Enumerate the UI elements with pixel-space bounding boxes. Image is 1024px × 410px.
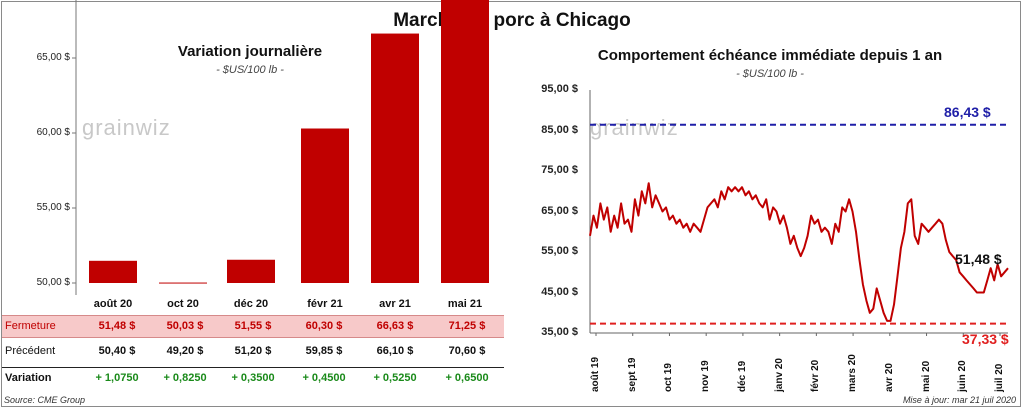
left-y-tick-label: 65,00 $ — [36, 52, 70, 63]
left-y-tick-label: 50,00 $ — [36, 277, 70, 288]
right-x-tick-label: févr 20 — [810, 359, 822, 392]
close-cell: 51,55 $ — [234, 320, 272, 332]
left-y-tick-label: 55,00 $ — [36, 202, 70, 213]
close-cell: 51,48 $ — [98, 320, 136, 332]
left-bar — [159, 282, 207, 284]
left-bar — [227, 259, 275, 283]
left-x-category-label: avr 21 — [379, 298, 411, 310]
right-y-tick-label: 55,00 $ — [541, 245, 578, 257]
right-y-tick-label: 45,00 $ — [541, 285, 578, 298]
right-x-tick-label: mars 20 — [847, 354, 859, 392]
left-bar — [301, 128, 349, 283]
close-cell: 50,03 $ — [166, 320, 204, 332]
left-bar — [441, 0, 489, 283]
right-unit: - $US/100 lb - — [736, 68, 804, 80]
right-x-tick-label: sept 19 — [626, 357, 638, 392]
right-y-tick-label: 35,00 $ — [541, 326, 578, 338]
source-note: Source: CME Group — [4, 395, 86, 405]
right-x-tick-label: juin 20 — [957, 360, 969, 392]
left-bar — [89, 260, 137, 283]
close-row: Fermeture 51,48 $ 50,03 $ 51,55 $ 60,30 … — [2, 315, 504, 338]
close-cell: 71,25 $ — [448, 320, 486, 332]
variation-cell: + 0,3500 — [231, 372, 275, 384]
left-x-category-label: mai 21 — [447, 298, 483, 310]
variation-cell: + 0,4500 — [302, 372, 346, 384]
previous-cell: 70,60 $ — [448, 345, 486, 357]
left-x-category-label: août 20 — [93, 298, 133, 310]
left-bar — [371, 33, 419, 283]
price-line — [589, 182, 1009, 322]
right-x-tick-label: janv 20 — [773, 358, 785, 392]
left-subtitle: Variation journalière — [177, 43, 323, 60]
right-x-tick-label: juil 20 — [994, 363, 1005, 392]
close-cell: 60,30 $ — [305, 320, 343, 332]
left-x-category-label: déc 20 — [233, 298, 269, 310]
right-y-tick-label: 85,00 $ — [541, 123, 578, 136]
variation-row: Variation + 1,0750 + 0,8250 + 0,3500 + 0… — [2, 367, 504, 389]
min-label: 37,33 $ — [962, 331, 1009, 347]
max-label: 86,43 $ — [944, 104, 991, 120]
left-y-tick-label: 60,00 $ — [36, 127, 70, 138]
variation-cell: + 0,5250 — [373, 372, 417, 384]
previous-row: Précédent 50,40 $ 49,20 $ 51,20 $ 59,85 … — [2, 341, 504, 362]
previous-cell: 50,40 $ — [98, 345, 136, 357]
variation-cell: + 1,0750 — [95, 372, 139, 384]
right-x-tick-label: mai 20 — [920, 360, 932, 392]
previous-cell: 51,20 $ — [234, 345, 272, 357]
variation-cell: + 0,6500 — [445, 372, 489, 384]
close-label: Fermeture — [5, 320, 56, 332]
right-x-tick-label: oct 19 — [663, 363, 675, 392]
right-subtitle: Comportement échéance immédiate depuis 1… — [597, 47, 943, 64]
left-x-category-label: févr 21 — [307, 298, 343, 310]
right-y-tick-label: 65,00 $ — [541, 204, 578, 217]
right-watermark: grainwiz — [590, 115, 679, 140]
right-x-tick-label: nov 19 — [700, 360, 712, 392]
variation-label: Variation — [5, 372, 52, 384]
close-cell: 66,63 $ — [376, 320, 414, 332]
last-price-label: 51,48 $ — [955, 251, 1002, 267]
right-x-tick-label: déc 19 — [736, 360, 748, 392]
previous-cell: 49,20 $ — [166, 345, 204, 357]
right-y-tick-label: 95,00 $ — [541, 83, 578, 95]
right-x-tick-label: avr 20 — [883, 363, 895, 392]
left-x-category-label: oct 20 — [167, 298, 199, 310]
left-watermark: grainwiz — [82, 115, 171, 140]
previous-cell: 66,10 $ — [376, 345, 414, 357]
update-note: Mise à jour: mar 21 juil 2020 — [902, 395, 1016, 405]
right-x-tick-label: août 19 — [590, 356, 601, 392]
right-y-tick-label: 75,00 $ — [541, 164, 578, 176]
previous-label: Précédent — [5, 345, 56, 357]
previous-cell: 59,85 $ — [305, 345, 343, 357]
left-unit: - $US/100 lb - — [216, 64, 284, 76]
variation-cell: + 0,8250 — [163, 372, 207, 384]
